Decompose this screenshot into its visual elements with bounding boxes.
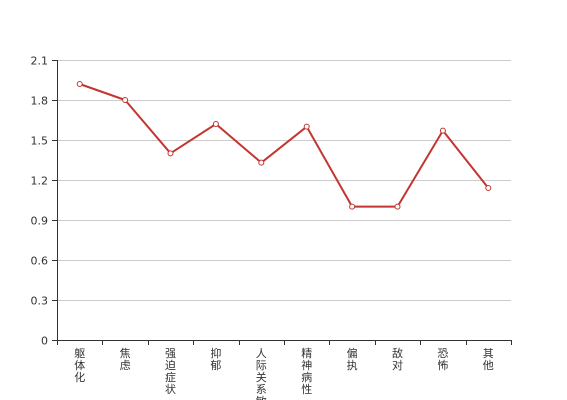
grid-lines [57, 60, 511, 301]
y-tick-label: 1.5 [31, 135, 49, 148]
y-tick-label: 1.8 [31, 95, 49, 108]
x-category-label: 躯体化 [74, 347, 85, 384]
series-line [79, 83, 490, 208]
y-tick-label: 0 [41, 335, 48, 348]
data-point[interactable] [258, 159, 265, 166]
data-point[interactable] [212, 121, 219, 127]
x-category-label: 抑郁 [210, 346, 221, 372]
x-category-label: 焦虑 [120, 347, 131, 372]
data-point[interactable] [439, 127, 446, 134]
data-point[interactable] [485, 185, 492, 191]
x-category-label: 其他 [483, 347, 494, 372]
x-category-label: 强迫症状 [165, 347, 176, 396]
data-point[interactable] [349, 203, 356, 210]
data-point[interactable] [122, 97, 129, 103]
y-tick-label: 0.6 [31, 255, 49, 268]
data-point[interactable] [76, 81, 83, 87]
x-category-label: 人际关系敏感 [256, 347, 267, 400]
y-tick-label: 0.9 [31, 215, 49, 228]
x-category-label: 敌对 [392, 346, 403, 372]
y-tick-label: 1.2 [31, 175, 49, 188]
series-layer [76, 81, 492, 210]
x-category-label: 精神病性 [301, 347, 312, 396]
data-point[interactable] [303, 123, 310, 130]
x-category-labels: 躯体化 焦虑 强迫症状 抑郁 人际关系敏感 精神病性 偏执 敌对 恐怖 其他 [74, 346, 494, 400]
x-category-label: 偏执 [347, 346, 358, 372]
y-tick-labels: 0 0.3 0.6 0.9 1.2 1.5 1.8 2.1 [31, 55, 49, 348]
data-point[interactable] [394, 203, 401, 210]
y-tick-label: 2.1 [31, 55, 49, 68]
data-point[interactable] [167, 150, 174, 157]
axes [52, 60, 512, 345]
x-category-label: 恐怖 [437, 347, 448, 372]
y-tick-label: 0.3 [31, 295, 49, 308]
